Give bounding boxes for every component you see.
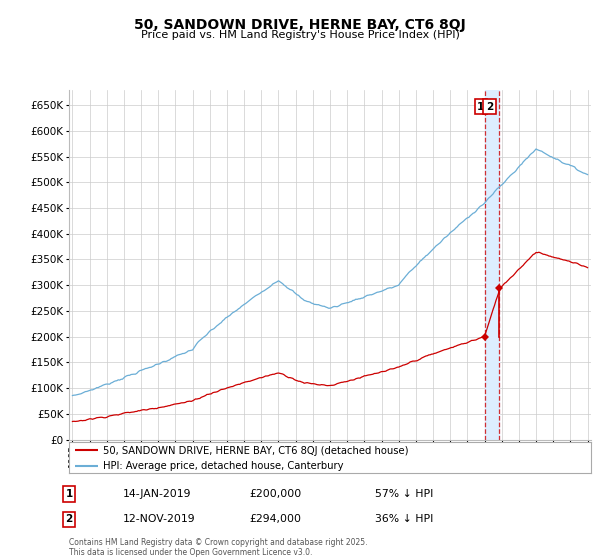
Text: Price paid vs. HM Land Registry's House Price Index (HPI): Price paid vs. HM Land Registry's House … [140,30,460,40]
Text: 1: 1 [65,489,73,499]
Text: £294,000: £294,000 [249,514,301,524]
Text: Contains HM Land Registry data © Crown copyright and database right 2025.
This d: Contains HM Land Registry data © Crown c… [69,538,367,557]
Text: 14-JAN-2019: 14-JAN-2019 [123,489,191,499]
Text: HPI: Average price, detached house, Canterbury: HPI: Average price, detached house, Cant… [103,461,343,472]
Text: 36% ↓ HPI: 36% ↓ HPI [375,514,433,524]
Text: £200,000: £200,000 [249,489,301,499]
Text: 50, SANDOWN DRIVE, HERNE BAY, CT6 8QJ: 50, SANDOWN DRIVE, HERNE BAY, CT6 8QJ [134,18,466,32]
Text: 2: 2 [65,514,73,524]
Text: 2: 2 [486,102,493,112]
Text: 50, SANDOWN DRIVE, HERNE BAY, CT6 8QJ (detached house): 50, SANDOWN DRIVE, HERNE BAY, CT6 8QJ (d… [103,446,409,456]
Text: 57% ↓ HPI: 57% ↓ HPI [375,489,433,499]
Text: 12-NOV-2019: 12-NOV-2019 [123,514,196,524]
Text: 1: 1 [477,102,485,112]
Bar [485,90,499,440]
